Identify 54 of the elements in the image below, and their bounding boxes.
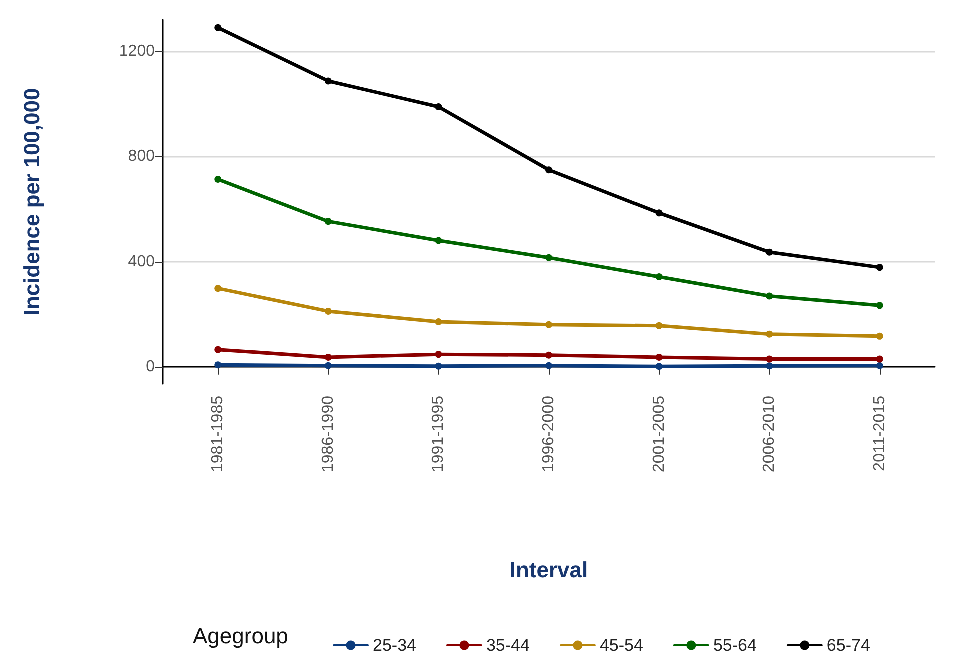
point <box>656 274 663 281</box>
point <box>876 332 884 340</box>
point <box>766 248 774 256</box>
legend-label: 65-74 <box>826 636 870 655</box>
x-tick-label: 2001-2005 <box>650 396 668 473</box>
x-tick-label: 1996-2000 <box>540 396 558 473</box>
point <box>876 356 884 363</box>
x-axis-title: Interval <box>510 558 588 582</box>
x-tick-label: 1986-1990 <box>320 396 337 473</box>
point <box>435 103 442 110</box>
point <box>324 78 332 85</box>
legend-label: 45-54 <box>600 636 644 655</box>
point <box>214 285 222 292</box>
y-tick-label: 800 <box>128 148 156 166</box>
point <box>656 354 663 361</box>
point <box>546 254 552 262</box>
legend-label: 25-34 <box>373 636 416 655</box>
point <box>324 354 332 361</box>
y-tick-label: 0 <box>146 358 156 376</box>
y-tick-label: 1200 <box>119 43 156 60</box>
point <box>435 318 442 326</box>
point <box>656 210 663 217</box>
point <box>766 362 774 370</box>
point <box>766 356 774 363</box>
point <box>435 237 442 244</box>
point <box>324 308 332 315</box>
point <box>876 362 884 370</box>
point <box>324 218 332 226</box>
point <box>214 24 222 32</box>
point <box>546 321 552 328</box>
point <box>766 292 774 300</box>
legend-title: Agegroup <box>193 624 288 648</box>
point <box>876 302 884 310</box>
point <box>324 362 332 370</box>
point <box>766 330 774 338</box>
legend-label: 35-44 <box>486 636 530 655</box>
legend-label: 55-64 <box>713 636 757 655</box>
point <box>546 166 552 174</box>
point <box>546 362 552 370</box>
x-tick-label: 1991-1995 <box>430 396 448 473</box>
y-tick-label: 400 <box>128 253 156 270</box>
point <box>435 351 442 358</box>
x-tick-label: 2006-2010 <box>761 396 778 473</box>
point <box>656 363 663 370</box>
point <box>656 322 663 330</box>
point <box>214 362 222 369</box>
x-tick-label: 2011-2015 <box>871 396 888 472</box>
y-axis-title: Incidence per 100,000 <box>20 88 44 316</box>
point <box>435 362 442 370</box>
x-tick-label: 1981-1985 <box>210 396 227 473</box>
point <box>214 346 222 354</box>
point <box>546 352 552 359</box>
point <box>876 264 884 272</box>
point <box>214 176 222 184</box>
